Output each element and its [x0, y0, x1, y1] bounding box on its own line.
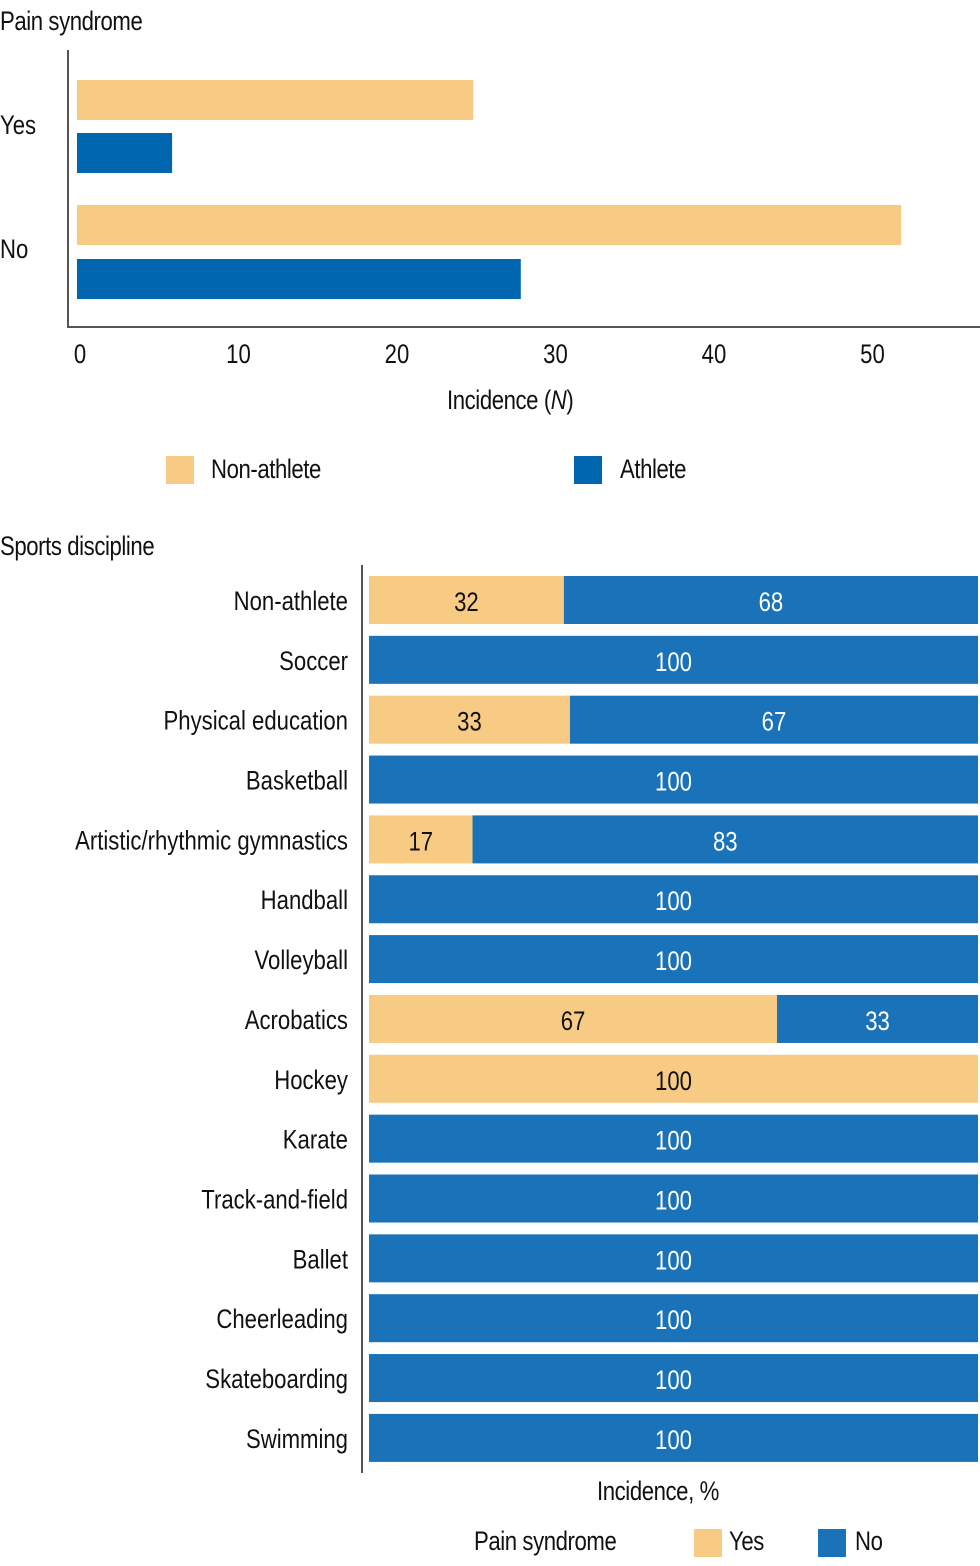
bar-segment-karate-no — [369, 1114, 978, 1163]
bar-segment-acrobatics-no — [777, 994, 978, 1043]
bar-value-label-physical-education-no: 67 — [762, 708, 787, 738]
top-x-axis-label: Incidence (N) — [447, 385, 574, 416]
bar-value-label-acrobatics-yes: 67 — [561, 1007, 586, 1037]
legend-label-yes: Yes — [729, 1526, 764, 1556]
bar-segment-soccer-no — [369, 635, 978, 684]
top-chart-title: Pain syndrome — [0, 6, 143, 36]
bar-segment-volleyball-no — [369, 935, 978, 984]
bar-value-label-hockey-yes: 100 — [655, 1067, 692, 1097]
y-category-label-soccer: Soccer — [279, 647, 348, 677]
bar-value-label-volleyball-no: 100 — [655, 947, 692, 977]
y-category-label-no: No — [0, 235, 28, 265]
x-label-suffix: ) — [566, 385, 574, 415]
bar-value-label-handball-no: 100 — [655, 887, 692, 917]
bar-segment-hockey-yes — [369, 1054, 978, 1103]
bar-no-athlete — [77, 259, 521, 299]
bar-value-label-karate-no: 100 — [655, 1127, 692, 1157]
legend-swatch-no — [818, 1529, 846, 1557]
y-category-label-basketball: Basketball — [246, 767, 348, 797]
y-category-label-yes: Yes — [0, 111, 36, 141]
bar-value-label-basketball-no: 100 — [655, 768, 692, 798]
bottom-legend-title: Pain syndrome — [474, 1526, 617, 1556]
bar-value-label-acrobatics-no: 33 — [865, 1007, 890, 1037]
bar-yes-athlete — [77, 133, 173, 173]
legend-swatch-non-athlete — [166, 456, 194, 484]
x-tick-label: 20 — [385, 340, 410, 370]
bar-value-label-artistic-rhythmic-gymnastics-no: 83 — [713, 827, 738, 857]
bar-value-label-non-athlete-yes: 32 — [454, 588, 479, 618]
bar-yes-non-athlete — [77, 80, 474, 120]
bar-segment-acrobatics-yes — [369, 994, 778, 1043]
bar-segment-non-athlete-yes — [369, 576, 564, 624]
y-category-label-artistic-rhythmic-gymnastics: Artistic/rhythmic gymnastics — [75, 826, 348, 856]
y-category-label-cheerleading: Cheerleading — [216, 1305, 348, 1335]
legend-swatch-athlete — [574, 456, 602, 484]
x-tick-label: 10 — [226, 340, 251, 370]
bottom-x-axis-label: Incidence, % — [597, 1476, 719, 1506]
y-category-label-skateboarding: Skateboarding — [205, 1365, 348, 1395]
bar-segment-swimming-no — [369, 1413, 978, 1462]
bar-segment-ballet-no — [369, 1234, 978, 1283]
y-category-label-volleyball: Volleyball — [255, 946, 348, 976]
bar-no-non-athlete — [77, 205, 902, 245]
x-label-variable: N — [550, 385, 567, 415]
y-category-label-hockey: Hockey — [274, 1066, 348, 1096]
legend-swatch-yes — [694, 1529, 722, 1557]
y-category-label-ballet: Ballet — [293, 1245, 348, 1275]
bar-segment-cheerleading-no — [369, 1294, 978, 1343]
y-category-label-swimming: Swimming — [246, 1425, 348, 1455]
y-category-label-acrobatics: Acrobatics — [245, 1006, 348, 1036]
bar-segment-track-and-field-no — [369, 1174, 978, 1223]
legend-label-athlete: Athlete — [620, 454, 687, 484]
bar-segment-artistic-rhythmic-gymnastics-yes — [369, 815, 473, 864]
y-category-label-karate: Karate — [283, 1126, 348, 1156]
bar-segment-physical-education-yes — [369, 695, 570, 744]
bar-value-label-swimming-no: 100 — [655, 1426, 692, 1456]
legend-label-no: No — [855, 1526, 883, 1556]
bar-segment-artistic-rhythmic-gymnastics-no — [472, 815, 978, 864]
bar-value-label-non-athlete-no: 68 — [759, 588, 784, 618]
bar-segment-non-athlete-no — [563, 576, 978, 624]
bar-segment-handball-no — [369, 875, 978, 924]
bar-value-label-artistic-rhythmic-gymnastics-yes: 17 — [408, 827, 433, 857]
x-tick-label: 40 — [702, 340, 727, 370]
bar-value-label-cheerleading-no: 100 — [655, 1306, 692, 1336]
bar-segment-basketball-no — [369, 755, 978, 804]
bottom-chart-title: Sports discipline — [0, 531, 155, 561]
bar-value-label-physical-education-yes: 33 — [457, 708, 482, 738]
x-tick-label: 50 — [860, 340, 885, 370]
y-category-label-handball: Handball — [261, 886, 348, 916]
x-tick-label: 0 — [74, 340, 86, 370]
bar-segment-skateboarding-no — [369, 1354, 978, 1403]
legend-label-non-athlete: Non-athlete — [211, 454, 321, 484]
y-category-label-physical-education: Physical education — [164, 707, 348, 737]
bar-value-label-track-and-field-no: 100 — [655, 1187, 692, 1217]
y-category-label-track-and-field: Track-and-field — [201, 1186, 348, 1216]
x-label-prefix: Incidence ( — [447, 385, 551, 415]
bar-value-label-ballet-no: 100 — [655, 1246, 692, 1276]
bar-value-label-skateboarding-no: 100 — [655, 1366, 692, 1396]
bar-segment-physical-education-no — [569, 695, 978, 744]
x-tick-label: 30 — [543, 340, 568, 370]
y-category-label-non-athlete: Non-athlete — [234, 587, 348, 617]
top-chart: 0 10 20 30 40 50 Yes No — [0, 50, 980, 370]
bar-value-label-soccer-no: 100 — [655, 648, 692, 678]
